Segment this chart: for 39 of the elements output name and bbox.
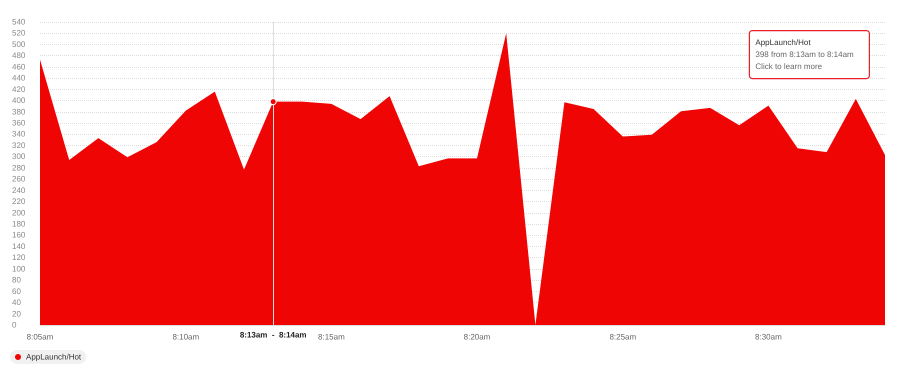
- y-tick-label: 480: [12, 51, 26, 60]
- y-tick-label: 120: [12, 253, 26, 262]
- y-tick-label: 320: [12, 140, 26, 150]
- y-tick-label: 400: [12, 96, 26, 106]
- y-tick-label: 220: [12, 197, 26, 206]
- x-tick-label: 8:15am: [318, 332, 346, 342]
- x-tick-label: 8:10am: [172, 332, 200, 342]
- y-tick-label: 340: [12, 130, 26, 139]
- y-tick-label: 240: [12, 186, 26, 195]
- x-tick-label: 8:25am: [609, 332, 636, 342]
- y-tick-label: 180: [12, 220, 26, 228]
- y-tick-label: 0: [12, 320, 17, 330]
- x-tick-label: 8:20am: [464, 332, 491, 342]
- annotation: AppLaunch/Hot: [755, 38, 812, 48]
- x-tick-label: 8:05am: [26, 332, 54, 342]
- y-tick-label: 440: [12, 74, 26, 83]
- y-tick-label: 20: [12, 309, 22, 318]
- y-tick-label: 80: [12, 276, 22, 285]
- y-tick-label: 420: [12, 84, 26, 94]
- y-tick-label: 140: [12, 242, 26, 251]
- y-tick-label: 200: [12, 208, 26, 218]
- y-tick-label: 500: [12, 40, 26, 49]
- y-tick-label: 60: [12, 286, 22, 296]
- y-tick-label: 40: [12, 298, 22, 308]
- x-tick-label: 8:30am: [755, 332, 782, 342]
- y-tick-label: 260: [12, 174, 26, 184]
- y-tick-label: 540: [12, 18, 26, 26]
- y-tick-label: 360: [12, 118, 26, 128]
- y-tick-label: 460: [12, 62, 26, 72]
- y-tick-label: 160: [12, 230, 26, 240]
- annotation: Click to learn more: [755, 62, 823, 72]
- y-tick-label: 280: [12, 163, 26, 172]
- y-tick-label: 380: [12, 107, 26, 116]
- y-tick-label: 100: [12, 264, 26, 274]
- y-tick-label: 520: [12, 28, 26, 38]
- annotation: 398 from 8:13am to 8:14am: [755, 50, 854, 60]
- ref-line-label: 8:13am - 8:14am: [240, 330, 307, 340]
- y-tick-label: 300: [12, 152, 26, 162]
- legend-label: AppLaunch/Hot: [26, 352, 82, 362]
